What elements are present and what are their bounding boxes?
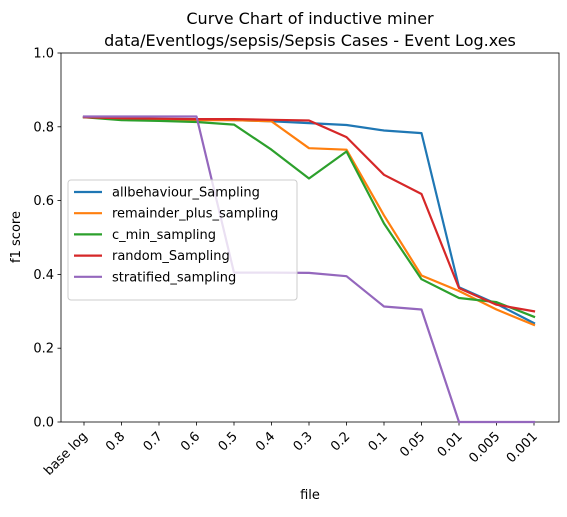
plot-frame <box>60 52 560 423</box>
x-tick-label: 0.8 <box>103 429 128 454</box>
y-axis-label: f1 score <box>9 211 24 263</box>
legend-entry: remainder_plus_sampling <box>112 207 278 222</box>
x-tick-label: base log <box>41 429 90 478</box>
x-tick-label: 0.001 <box>504 429 541 466</box>
legend-entry: random_Sampling <box>112 249 230 264</box>
legend-box <box>67 179 298 301</box>
chart-title: Curve Chart of inductive miner <box>186 9 434 28</box>
x-tick-label: 0.3 <box>291 429 316 454</box>
x-axis-label: file <box>300 488 320 503</box>
y-tick-label: 0.6 <box>33 194 54 209</box>
series-line-stratified_sampling <box>82 115 536 424</box>
chart-subtitle: data/Eventlogs/sepsis/Sepsis Cases - Eve… <box>104 31 516 50</box>
series-line-c_min_sampling <box>82 116 536 319</box>
legend: allbehaviour_Sampling remainder_plus_samp… <box>67 179 298 301</box>
x-tick-label: 0.6 <box>178 429 203 454</box>
x-tick-label: 0.05 <box>397 429 428 460</box>
y-tick-label: 0.4 <box>33 268 54 283</box>
x-tick-label: 0.4 <box>253 429 278 454</box>
y-tick-label: 0.0 <box>33 416 54 431</box>
legend-entry: c_min_sampling <box>112 228 216 243</box>
x-tick-label: 0.1 <box>366 429 391 454</box>
y-tick-label: 0.8 <box>33 120 54 135</box>
series-line-random_Sampling <box>82 116 536 313</box>
legend-entry: allbehaviour_Sampling <box>112 186 260 201</box>
legend-entry: stratified_sampling <box>112 270 236 285</box>
x-tick-label: 0.01 <box>435 429 466 460</box>
y-tick-label: 1.0 <box>33 47 54 62</box>
x-tick-label: 0.005 <box>466 429 503 466</box>
y-tick-label: 0.2 <box>33 342 54 357</box>
x-tick-label: 0.2 <box>328 429 353 454</box>
plot-area: 0.0 0.2 0.4 0.6 0.8 1.0 base log 0.8 0.7 0.6 0.5 0.… <box>33 47 560 479</box>
x-tick-label: 0.5 <box>216 429 241 454</box>
x-tick-label: 0.7 <box>141 429 166 454</box>
